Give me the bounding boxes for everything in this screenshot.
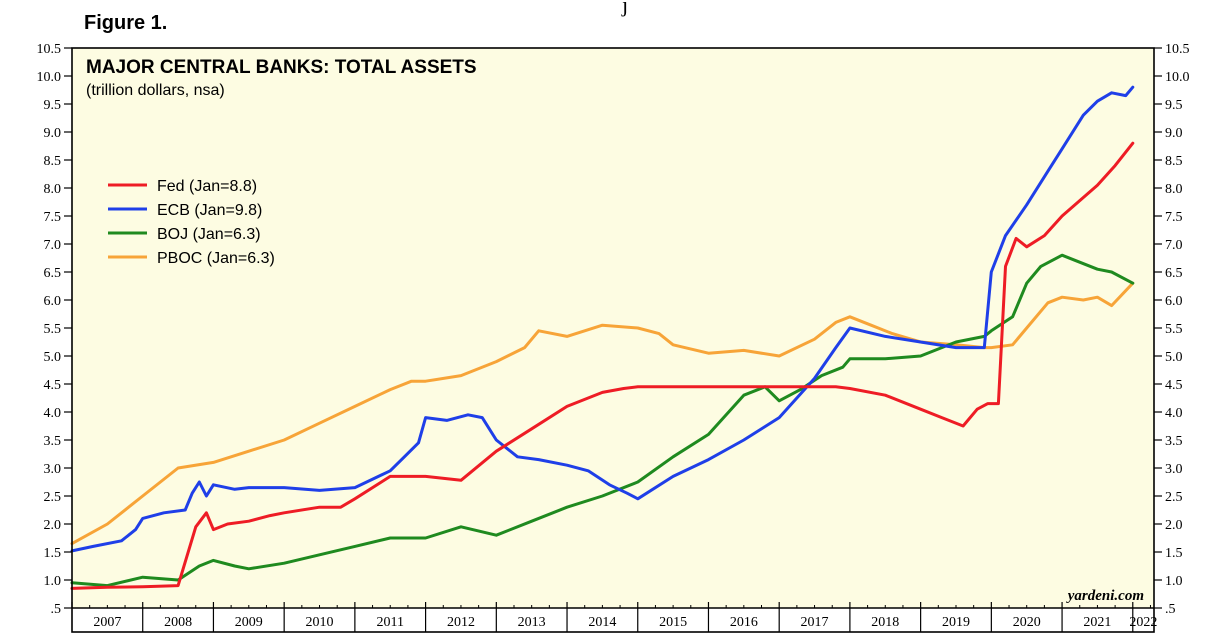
x-year-label: 2022 [1129, 615, 1157, 630]
y-tick-label-right: 1.5 [1165, 546, 1183, 561]
x-year-label: 2017 [801, 615, 829, 630]
y-tick-label-right: 1.0 [1165, 574, 1183, 589]
y-tick-label-left: 7.0 [44, 238, 62, 253]
y-tick-label-right: 4.0 [1165, 406, 1183, 421]
y-tick-label-left: 3.0 [44, 462, 62, 477]
line-chart: .5 1.0 1.5 2.0 2.5 3.0 3.5 4.0 4.5 5.0 5.5 6.0 6.5 7.… [0, 0, 1208, 638]
y-tick-label-right: 9.5 [1165, 98, 1183, 113]
y-tick-label-left: 3.5 [44, 434, 62, 449]
y-tick-label-left: 2.0 [44, 518, 62, 533]
y-tick-label-right: 3.0 [1165, 462, 1183, 477]
y-tick-label-left: 8.5 [44, 154, 62, 169]
y-tick-label-left: 10.5 [37, 42, 62, 57]
y-tick-label-right: 8.5 [1165, 154, 1183, 169]
x-year-label: 2007 [93, 615, 121, 630]
y-tick-label-right: 5.5 [1165, 322, 1183, 337]
y-tick-label-right: 6.5 [1165, 266, 1183, 281]
y-tick-label-left: 6.5 [44, 266, 62, 281]
y-tick-label-right: 5.0 [1165, 350, 1183, 365]
y-tick-label-left: 1.0 [44, 574, 62, 589]
legend-label-ecb: ECB (Jan=9.8) [157, 202, 262, 219]
y-tick-label-left: 9.0 [44, 126, 62, 141]
y-tick-label-left: 10.0 [37, 70, 62, 85]
y-tick-label-right: 7.5 [1165, 210, 1183, 225]
source-label: yardeni.com [1066, 588, 1144, 604]
x-year-label: 2011 [376, 615, 403, 630]
x-year-label: 2021 [1083, 615, 1111, 630]
legend-label-boj: BOJ (Jan=6.3) [157, 226, 261, 243]
x-year-label: 2012 [447, 615, 475, 630]
x-year-label: 2015 [659, 615, 687, 630]
x-year-label: 2016 [730, 615, 758, 630]
x-year-label: 2019 [942, 615, 970, 630]
y-tick-label-right: .5 [1165, 602, 1176, 617]
chart-title: MAJOR CENTRAL BANKS: TOTAL ASSETS [86, 57, 477, 78]
y-tick-label-right: 8.0 [1165, 182, 1183, 197]
y-tick-label-left: 4.5 [44, 378, 62, 393]
legend-label-pboc: PBOC (Jan=6.3) [157, 250, 275, 267]
x-year-label: 2008 [164, 615, 192, 630]
x-year-label: 2014 [588, 615, 616, 630]
y-tick-label-right: 2.0 [1165, 518, 1183, 533]
y-tick-label-left: 4.0 [44, 406, 62, 421]
y-axis-left: .5 1.0 1.5 2.0 2.5 3.0 3.5 4.0 4.5 5.0 5.5 6.0 6.5 7.… [37, 42, 73, 617]
y-tick-label-right: 10.5 [1165, 42, 1190, 57]
y-tick-label-left: 5.5 [44, 322, 62, 337]
y-tick-label-left: 7.5 [44, 210, 62, 225]
y-tick-label-right: 6.0 [1165, 294, 1183, 309]
x-year-label: 2020 [1013, 615, 1041, 630]
y-axis-right: .5 1.0 1.5 2.0 2.5 3.0 3.5 4.0 4.5 5.0 5.5 6.0 6.5 7.… [1154, 42, 1190, 617]
y-tick-label-right: 4.5 [1165, 378, 1183, 393]
chart-subtitle: (trillion dollars, nsa) [86, 82, 225, 99]
legend-label-fed: Fed (Jan=8.8) [157, 178, 257, 195]
y-tick-label-right: 2.5 [1165, 490, 1183, 505]
x-year-label: 2013 [518, 615, 546, 630]
y-tick-label-left: 8.0 [44, 182, 62, 197]
y-tick-label-right: 9.0 [1165, 126, 1183, 141]
x-year-label: 2018 [871, 615, 899, 630]
y-tick-label-left: 9.5 [44, 98, 62, 113]
y-tick-label-left: 6.0 [44, 294, 62, 309]
x-year-label: 2010 [306, 615, 334, 630]
x-year-label: 2009 [235, 615, 263, 630]
y-tick-label-right: 10.0 [1165, 70, 1190, 85]
y-tick-label-left: .5 [51, 602, 62, 617]
y-tick-label-left: 5.0 [44, 350, 62, 365]
y-tick-label-left: 2.5 [44, 490, 62, 505]
y-tick-label-left: 1.5 [44, 546, 62, 561]
y-tick-label-right: 7.0 [1165, 238, 1183, 253]
y-tick-label-right: 3.5 [1165, 434, 1183, 449]
